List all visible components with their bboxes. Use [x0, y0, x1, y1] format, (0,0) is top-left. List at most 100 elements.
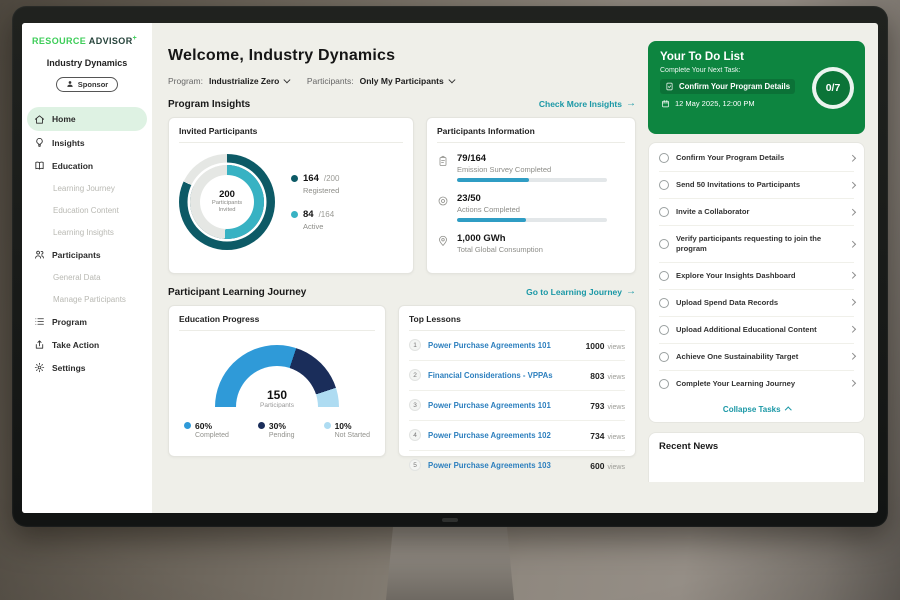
lesson-row: 1 Power Purchase Agreements 101 1000 view…	[409, 331, 625, 361]
progress-bar-fill	[457, 217, 526, 222]
sidebar-item-insights[interactable]: Insights	[22, 131, 152, 154]
todo-panel: Your To Do List Complete Your Next Task:…	[648, 23, 878, 513]
task-checkbox[interactable]	[659, 238, 669, 249]
logo-resource: RESOURCE	[32, 36, 87, 46]
task-row-upload-educational-content[interactable]: Upload Additional Educational Content	[659, 317, 855, 344]
clipboard-icon	[439, 155, 447, 166]
task-row-explore-insights[interactable]: Explore Your Insights Dashboard	[659, 263, 855, 290]
location-pin-icon	[439, 235, 447, 246]
legend-dot	[257, 422, 265, 430]
chevron-right-icon	[848, 353, 855, 360]
participants-select[interactable]: Only My Participants	[360, 76, 455, 86]
education-gauge: 150 Participants	[215, 344, 339, 408]
sidebar: RESOURCE ADVISOR+ Industry Dynamics Spon…	[22, 23, 152, 513]
sidebar-item-education[interactable]: Education	[22, 154, 152, 177]
sidebar-item-home[interactable]: Home	[27, 107, 147, 131]
app-logo: RESOURCE ADVISOR+	[22, 35, 152, 46]
gear-icon	[34, 362, 45, 373]
todo-next-task[interactable]: Confirm Your Program Details	[660, 79, 796, 94]
chevron-right-icon	[848, 326, 855, 333]
progress-bar-fill	[457, 177, 529, 182]
people-icon	[35, 250, 44, 259]
todo-task-list: Confirm Your Program Details Send 50 Inv…	[648, 142, 865, 423]
task-checkbox[interactable]	[659, 153, 669, 163]
task-row-achieve-target[interactable]: Achieve One Sustainability Target	[659, 344, 855, 371]
chevron-right-icon	[848, 154, 855, 162]
participants-label: Participants:	[306, 75, 354, 86]
upload-icon	[35, 340, 44, 349]
lesson-link[interactable]: Power Purchase Agreements 102	[428, 430, 551, 440]
task-checkbox[interactable]	[659, 297, 669, 308]
lesson-link[interactable]: Power Purchase Agreements 101	[428, 340, 551, 350]
legend-dot	[323, 422, 331, 430]
legend-active: 84/164 Active	[291, 209, 339, 231]
sidebar-item-program[interactable]: Program	[22, 310, 152, 333]
task-row-verify-participants[interactable]: Verify participants requesting to join t…	[659, 226, 855, 263]
task-row-confirm-program[interactable]: Confirm Your Program Details	[659, 145, 855, 172]
lesson-link[interactable]: Power Purchase Agreements 101	[428, 400, 551, 410]
logo-plus: +	[132, 35, 138, 42]
task-row-invite-collaborator[interactable]: Invite a Collaborator	[659, 199, 855, 226]
lesson-link[interactable]: Financial Considerations - VPPAs	[428, 370, 553, 380]
legend-dot	[291, 210, 298, 218]
sidebar-item-manage-participants[interactable]: Manage Participants	[53, 294, 126, 304]
program-select[interactable]: Industrialize Zero	[209, 76, 291, 86]
task-row-send-invitations[interactable]: Send 50 Invitations to Participants	[659, 172, 855, 199]
sidebar-item-learning-journey[interactable]: Learning Journey	[53, 183, 115, 193]
legend-pending: 30% Pending	[257, 421, 295, 439]
person-icon	[67, 81, 73, 87]
sidebar-item-participants[interactable]: Participants	[22, 243, 152, 266]
card-title: Invited Participants	[179, 126, 403, 143]
task-checkbox[interactable]	[659, 270, 669, 281]
sidebar-item-general-data[interactable]: General Data	[53, 272, 101, 282]
chevron-right-icon	[848, 181, 855, 189]
monitor-stand	[386, 520, 514, 600]
list-icon	[35, 318, 44, 325]
stat-global-consumption: 1,000 GWh Total Global Consumption	[437, 233, 625, 254]
progress-bar	[457, 177, 607, 182]
logo-advisor: ADVISOR	[88, 36, 133, 46]
task-row-upload-spend-data[interactable]: Upload Spend Data Records	[659, 290, 855, 317]
org-name: Industry Dynamics	[46, 58, 128, 68]
screen: RESOURCE ADVISOR+ Industry Dynamics Spon…	[22, 23, 878, 513]
sidebar-item-settings[interactable]: Settings	[22, 356, 152, 379]
program-label: Program:	[168, 75, 203, 86]
legend-completed: 60% Completed	[184, 421, 229, 439]
card-title: Education Progress	[179, 314, 375, 331]
sidebar-item-take-action[interactable]: Take Action	[22, 333, 152, 356]
monitor-bezel: RESOURCE ADVISOR+ Industry Dynamics Spon…	[12, 6, 888, 527]
book-icon	[35, 161, 44, 170]
chevron-down-icon	[448, 76, 455, 84]
invited-donut-inner: 200 Participants Invited	[190, 164, 264, 239]
invited-donut-outer: 200 Participants Invited	[179, 153, 275, 250]
target-icon	[438, 196, 448, 206]
chevron-right-icon	[848, 299, 855, 306]
todo-subtitle: Complete Your Next Task:	[660, 67, 741, 74]
chevron-right-icon	[848, 208, 855, 216]
card-title: Participants Information	[437, 126, 625, 143]
check-more-insights-link[interactable]: Check More Insights →	[538, 98, 636, 110]
recent-news-heading: Recent News	[659, 440, 719, 452]
arrow-right-icon: →	[626, 286, 636, 298]
lesson-row: 4 Power Purchase Agreements 102 734 views	[409, 421, 625, 451]
task-row-complete-learning-journey[interactable]: Complete Your Learning Journey	[659, 371, 855, 397]
lightbulb-icon	[36, 137, 43, 148]
todo-summary-card: Your To Do List Complete Your Next Task:…	[648, 41, 865, 134]
task-checkbox[interactable]	[659, 180, 669, 190]
lesson-rank: 5	[409, 459, 421, 472]
go-to-learning-journey-link[interactable]: Go to Learning Journey →	[526, 286, 636, 298]
sidebar-item-learning-insights[interactable]: Learning Insights	[53, 227, 114, 237]
lesson-row: 3 Power Purchase Agreements 101 793 views	[409, 391, 625, 421]
education-legend: 60% Completed 30% Pending	[179, 421, 375, 439]
sponsor-badge-label: Sponsor	[77, 79, 109, 89]
collapse-tasks-link[interactable]: Collapse Tasks	[659, 397, 854, 419]
task-checkbox[interactable]	[659, 324, 669, 335]
sidebar-item-education-content[interactable]: Education Content	[53, 205, 119, 215]
task-checkbox[interactable]	[659, 351, 669, 362]
recent-news-card: Recent News	[648, 431, 865, 482]
todo-progress-ring: 0/7	[812, 67, 854, 109]
lesson-link[interactable]: Power Purchase Agreements 103	[428, 460, 551, 470]
lesson-rank: 4	[409, 429, 421, 442]
task-checkbox[interactable]	[659, 378, 669, 389]
task-checkbox[interactable]	[659, 207, 669, 217]
